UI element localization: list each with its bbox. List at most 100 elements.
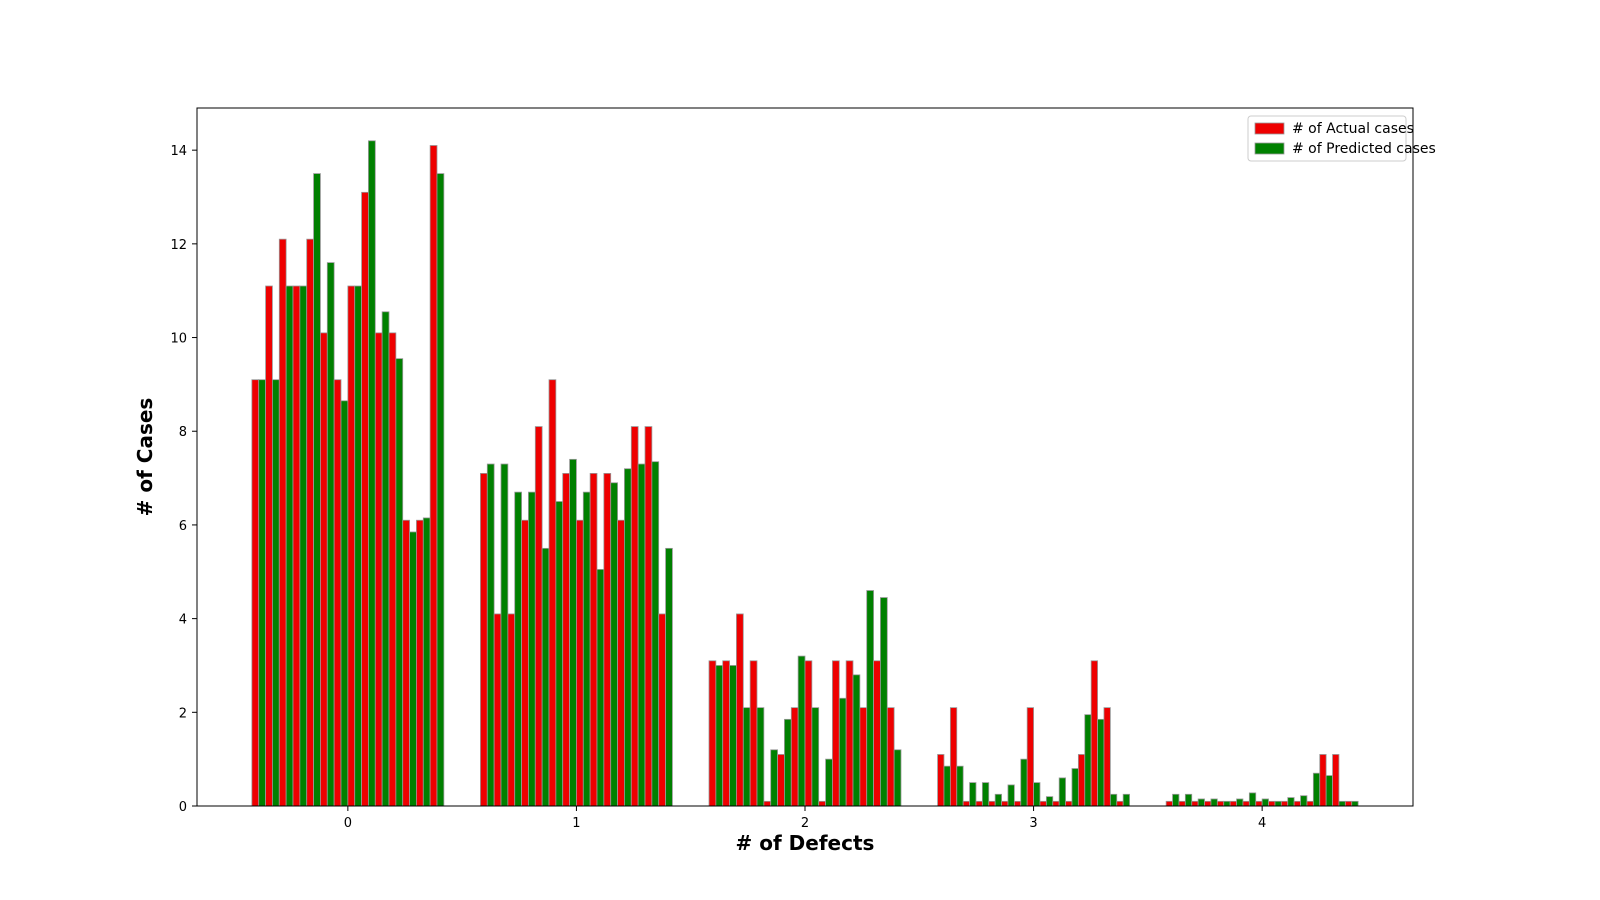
bar-actual-0-5 (320, 332, 328, 807)
y-tick-label: 10 (170, 332, 187, 347)
bar-actual-4-13 (1332, 754, 1340, 807)
y-tick-label: 4 (179, 613, 187, 628)
bars-layer (251, 140, 1359, 807)
bar-predicted-3-8 (1045, 796, 1054, 807)
bar-actual-1-6 (562, 472, 570, 807)
bar-actual-1-3 (521, 519, 529, 807)
bar-predicted-4-11 (1312, 772, 1321, 807)
bar-predicted-2-7 (811, 707, 820, 807)
bar-actual-3-6 (1013, 800, 1022, 807)
bar-actual-2-1 (722, 660, 730, 807)
bar-predicted-1-2 (514, 491, 522, 807)
bar-predicted-3-1 (956, 765, 964, 807)
bar-actual-4-4 (1216, 800, 1225, 807)
bar-predicted-4-4 (1223, 800, 1231, 807)
bar-actual-3-4 (988, 800, 996, 807)
bar-actual-2-12 (873, 660, 881, 807)
bar-predicted-4-14 (1351, 800, 1359, 807)
bar-predicted-0-7 (354, 285, 362, 807)
bar-predicted-0-1 (272, 379, 280, 807)
bar-actual-2-6 (790, 707, 799, 807)
bar-actual-1-11 (630, 426, 639, 807)
bar-actual-0-9 (374, 332, 383, 807)
bar-predicted-2-1 (729, 665, 737, 807)
legend-label-predicted: # of Predicted cases (1292, 141, 1436, 157)
bar-actual-4-11 (1306, 800, 1314, 807)
legend-label-actual: # of Actual cases (1292, 121, 1414, 137)
bar-predicted-4-1 (1184, 793, 1193, 807)
bar-predicted-1-5 (555, 501, 564, 807)
bar-predicted-4-8 (1274, 800, 1282, 807)
bar-actual-3-12 (1090, 660, 1098, 807)
y-tick-label: 2 (179, 706, 187, 721)
bar-predicted-0-0 (258, 379, 266, 807)
bar-actual-0-12 (416, 519, 424, 807)
bar-actual-0-0 (251, 379, 260, 807)
bar-predicted-4-10 (1300, 795, 1308, 807)
bar-predicted-3-13 (1109, 793, 1118, 807)
bar-actual-4-14 (1344, 800, 1353, 807)
y-tick-label: 14 (170, 144, 187, 159)
legend-box (1247, 115, 1407, 162)
y-tick-label: 0 (179, 800, 187, 815)
bar-predicted-2-6 (797, 655, 806, 807)
bar-predicted-0-4 (313, 173, 321, 807)
bar-predicted-3-3 (981, 782, 990, 807)
x-tick-label: 2 (801, 816, 809, 831)
bar-actual-0-10 (388, 332, 397, 807)
y-axis-label: # of Cases (133, 398, 157, 517)
bar-predicted-0-5 (326, 262, 335, 807)
bar-predicted-2-13 (893, 749, 902, 807)
bar-predicted-3-4 (994, 793, 1002, 807)
bar-actual-3-3 (975, 800, 983, 807)
bar-actual-4-9 (1280, 800, 1289, 807)
bar-predicted-3-9 (1058, 777, 1066, 807)
bar-predicted-4-9 (1287, 797, 1295, 807)
bar-actual-2-9 (832, 660, 840, 807)
bar-predicted-1-12 (651, 461, 660, 807)
bar-actual-3-13 (1103, 707, 1111, 807)
bar-actual-3-11 (1077, 754, 1086, 807)
bar-predicted-4-0 (1172, 793, 1180, 807)
bar-predicted-1-11 (637, 463, 646, 807)
bar-predicted-0-13 (436, 173, 445, 807)
bar-actual-1-8 (589, 472, 598, 807)
bar-predicted-0-9 (381, 311, 390, 807)
bar-actual-0-11 (402, 519, 410, 807)
bar-predicted-1-3 (528, 491, 536, 807)
bar-predicted-3-5 (1007, 784, 1015, 807)
bar-predicted-0-12 (422, 517, 431, 807)
bar-actual-0-7 (347, 285, 356, 807)
bar-actual-0-1 (265, 285, 273, 807)
bar-predicted-2-10 (852, 674, 861, 807)
bar-actual-2-2 (736, 613, 744, 807)
bar-actual-3-9 (1052, 800, 1060, 807)
bar-predicted-3-10 (1071, 768, 1079, 807)
bar-predicted-0-11 (409, 531, 417, 807)
bar-predicted-1-10 (624, 468, 632, 807)
bar-actual-4-8 (1268, 800, 1276, 807)
bar-predicted-3-11 (1084, 714, 1092, 807)
bar-actual-2-11 (859, 707, 868, 807)
bar-actual-2-8 (818, 800, 826, 807)
bar-actual-1-4 (534, 426, 543, 807)
bar-actual-0-4 (306, 238, 314, 807)
y-tick-label: 6 (179, 519, 187, 534)
bar-predicted-1-7 (582, 491, 591, 807)
bar-actual-2-7 (804, 660, 813, 807)
x-tick-label: 1 (572, 816, 580, 831)
y-axis-ticks: 0 2 4 6 8 10 12 14 (170, 144, 197, 815)
legend-swatch-predicted (1254, 142, 1285, 155)
bar-predicted-2-0 (715, 665, 724, 807)
bar-predicted-1-9 (610, 482, 618, 807)
bar-actual-0-2 (278, 238, 287, 807)
bar-actual-4-6 (1242, 800, 1250, 807)
bar-actual-3-1 (949, 707, 958, 807)
bar-predicted-0-8 (368, 140, 376, 807)
legend: # of Actual cases # of Predicted cases (1247, 115, 1436, 162)
bar-predicted-3-12 (1097, 718, 1105, 807)
bar-actual-3-8 (1039, 800, 1047, 807)
bar-actual-1-12 (644, 426, 653, 807)
bar-predicted-3-14 (1122, 793, 1130, 807)
